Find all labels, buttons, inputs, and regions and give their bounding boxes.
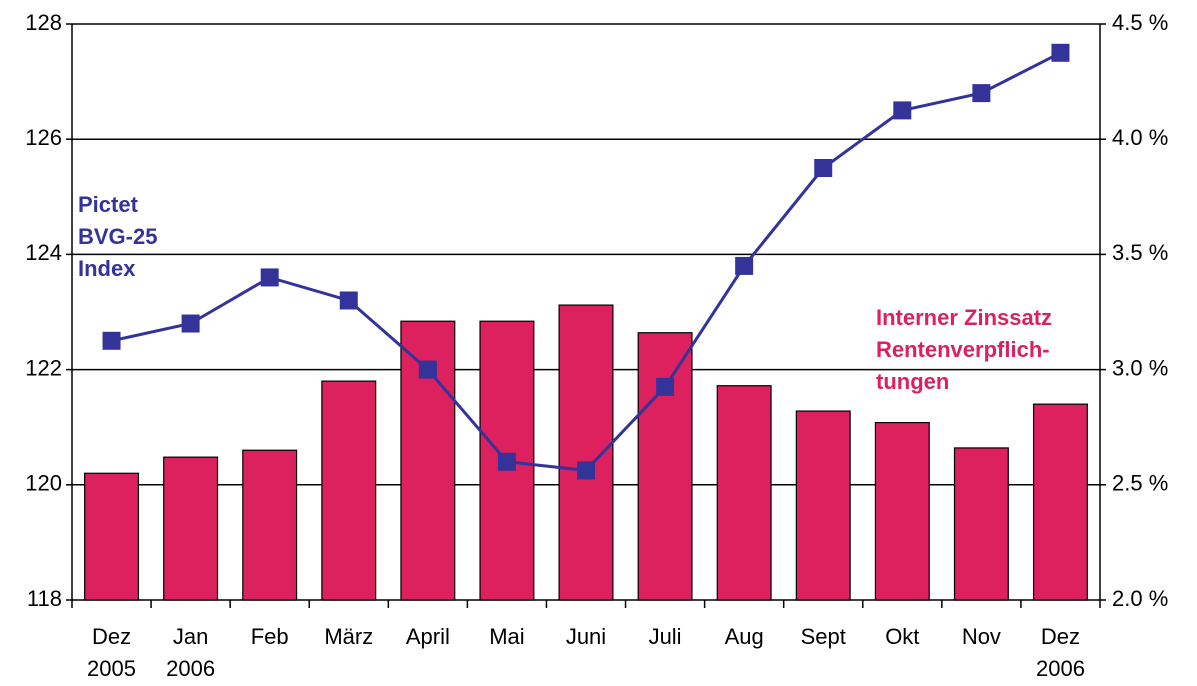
marker	[102, 331, 121, 350]
annotation: Interner Zinssatz	[876, 305, 1052, 330]
x-tick-label: 2006	[166, 656, 215, 681]
annotation: BVG-25	[78, 224, 157, 249]
annotation: tungen	[876, 369, 949, 394]
x-tick-label: Nov	[962, 624, 1001, 649]
annotation: Pictet	[78, 192, 139, 217]
marker	[260, 268, 279, 287]
marker	[656, 377, 675, 396]
bar	[1032, 403, 1088, 601]
bar	[874, 421, 930, 601]
marker	[339, 291, 358, 310]
x-tick-label: Okt	[885, 624, 919, 649]
y2-tick-label: 3.0 %	[1112, 355, 1168, 380]
bar	[795, 410, 851, 601]
y2-tick-label: 4.5 %	[1112, 10, 1168, 35]
y-tick-label: 126	[25, 125, 62, 150]
y2-tick-label: 4.0 %	[1112, 125, 1168, 150]
annotation: Index	[78, 256, 136, 281]
marker	[497, 452, 516, 471]
x-tick-label: Jan	[173, 624, 208, 649]
x-tick-label: 2006	[1036, 656, 1085, 681]
y-tick-label: 118	[27, 586, 62, 611]
marker	[814, 159, 833, 177]
x-tick-label: Feb	[251, 624, 289, 649]
bar	[637, 332, 693, 601]
marker	[735, 256, 754, 275]
x-tick-label: Juni	[566, 624, 606, 649]
y2-tick-label: 3.5 %	[1112, 240, 1168, 265]
bar	[242, 449, 298, 601]
bar	[953, 447, 1009, 601]
y-tick-label: 124	[25, 240, 62, 265]
x-tick-label: Dez	[92, 624, 131, 649]
y2-tick-label: 2.0 %	[1112, 586, 1168, 611]
x-tick-label: 2005	[87, 656, 136, 681]
x-tick-label: Juli	[649, 624, 682, 649]
marker	[418, 360, 437, 379]
x-tick-label: April	[406, 624, 450, 649]
x-tick-label: Sept	[801, 624, 846, 649]
x-tick-label: Dez	[1041, 624, 1080, 649]
bar	[321, 380, 377, 601]
x-tick-label: Aug	[725, 624, 764, 649]
marker	[1051, 43, 1070, 62]
x-tick-label: März	[324, 624, 373, 649]
marker	[181, 314, 200, 333]
x-tick-label: Mai	[489, 624, 524, 649]
y-tick-label: 128	[25, 10, 62, 35]
marker	[893, 101, 912, 120]
y-tick-label: 122	[25, 355, 62, 380]
bar	[716, 385, 772, 601]
bar	[84, 472, 140, 601]
marker	[972, 84, 991, 103]
y2-tick-label: 2.5 %	[1112, 471, 1168, 496]
y-tick-label: 120	[25, 471, 62, 496]
marker	[577, 461, 595, 480]
bar	[163, 456, 219, 601]
annotation: Rentenverpflich-	[876, 337, 1050, 362]
